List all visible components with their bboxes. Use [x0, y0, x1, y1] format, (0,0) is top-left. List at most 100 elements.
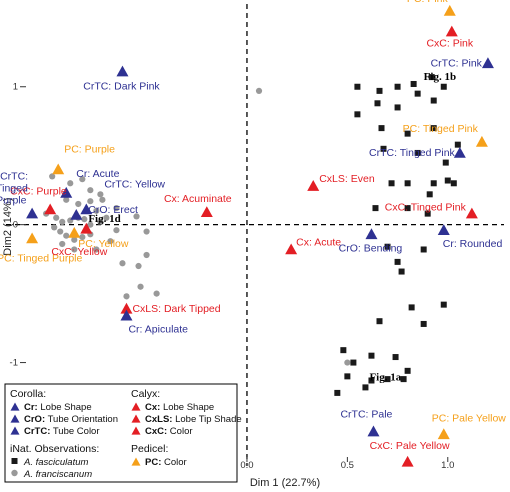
- obs-point-a-fasciculatum: [420, 246, 427, 253]
- trait-marker-cxc-purple: [44, 203, 57, 215]
- obs-point-a-fasciculatum: [400, 376, 407, 383]
- obs-point-a-franciscanum: [255, 87, 263, 94]
- obs-point-a-fasciculatum: [424, 210, 431, 217]
- trait-label-cr-apiculate: Cr: Apiculate: [128, 324, 188, 336]
- x-tick-label-3: 0.5: [341, 460, 354, 471]
- trait-marker-cr-rounded: [437, 224, 450, 235]
- obs-point-a-fasciculatum: [392, 354, 399, 361]
- obs-point-a-franciscanum: [87, 198, 94, 205]
- trait-marker-cxls-even: [307, 180, 320, 191]
- legend-desc: Lobe Tip Shade: [172, 414, 241, 425]
- trait-label-cr-acute: Cr: Acute: [76, 168, 119, 180]
- obs-point-a-franciscanum: [57, 228, 64, 235]
- trait-label-cxls-dark-tipped: CxLS: Dark Tipped: [132, 303, 220, 315]
- trait-label-pc-yellow: PC: Yellow: [78, 238, 129, 250]
- obs-point-a-franciscanum: [81, 216, 88, 223]
- legend-desc: Color: [167, 426, 192, 437]
- legend-observations-title: iNat. Observations:: [10, 443, 99, 455]
- obs-point-a-franciscanum: [75, 200, 82, 208]
- legend-triangle: [131, 426, 141, 435]
- obs-point-a-fasciculatum: [430, 97, 437, 104]
- obs-point-a-franciscanum: [63, 232, 70, 239]
- legend-abbr: CrO:: [24, 414, 45, 425]
- obs-point-a-fasciculatum: [334, 389, 341, 396]
- obs-point-a-fasciculatum: [354, 111, 361, 118]
- trait-marker-cro-erect: [70, 209, 83, 220]
- legend-desc: Tube Orientation: [45, 414, 118, 425]
- trait-points: PC: Pink CxC: Pink CrTC: Pink CrTC: Dark Pi…: [0, 0, 506, 467]
- legend-triangle: [131, 457, 141, 466]
- obs-point-a-fasciculatum: [350, 359, 357, 366]
- obs-point-a-fasciculatum: [404, 180, 411, 187]
- obs-point-a-fasciculatum: [414, 149, 421, 156]
- obs-point-a-fasciculatum: [426, 191, 433, 198]
- legend-item-cro-tube-orientation: CrO: Tube Orientation: [24, 414, 118, 425]
- trait-marker-cxc-tinged-pink: [465, 207, 478, 219]
- trait-label-cxc-yellow: CxC: Yellow: [51, 246, 107, 258]
- obs-point-a-franciscanum: [97, 191, 104, 198]
- trait-marker-pc-tinged-pink: [475, 135, 488, 147]
- obs-point-a-fasciculatum: [394, 104, 401, 111]
- obs-point-a-fasciculatum: [354, 83, 361, 90]
- obs-point-a-fasciculatum: [398, 268, 405, 275]
- y-tick-label-2: 1: [13, 82, 18, 93]
- legend-desc: Lobe Shape: [38, 402, 92, 413]
- obs-point-a-franciscanum: [153, 290, 160, 297]
- obs-point-a-franciscanum: [113, 205, 120, 212]
- obs-point-a-fasciculatum: [340, 347, 347, 354]
- figure-callouts: Fig. 1b Fig. 1d Fig. 1a: [88, 71, 456, 384]
- obs-point-a-franciscanum: [51, 224, 58, 231]
- trait-label-pc-purple: PC: Purple: [64, 143, 115, 155]
- legend-triangle: [10, 426, 20, 435]
- trait-label-cxc-purple: CxC: Purple: [10, 185, 67, 197]
- obs-point-a-franciscanum: [143, 228, 150, 235]
- trait-marker-pc-yellow: [68, 226, 81, 238]
- obs-point-a-fasciculatum: [374, 100, 381, 107]
- obs-point-a-fasciculatum: [368, 377, 375, 384]
- trait-marker-cxc-pink: [445, 25, 458, 37]
- obs-point-a-fasciculatum: [442, 159, 449, 166]
- trait-label-cr-rounded: Cr: Rounded: [443, 238, 503, 250]
- trait-marker-cxc-yellow: [80, 222, 93, 234]
- trait-marker-crtc-pale: [367, 425, 380, 437]
- trait-marker-pc-pink: [443, 4, 456, 16]
- trait-marker-crtc-yellow: [80, 203, 93, 215]
- trait-marker-crtc-tinged-pink: [453, 146, 466, 158]
- trait-marker-cx-acuminate: [200, 206, 213, 218]
- trait-label-crtc-tinged-pink: CrTC: Tinged Pink: [369, 147, 456, 159]
- trait-label-crtc-dark-pink: CrTC: Dark Pink: [83, 81, 160, 93]
- legend-abbr: Cx:: [145, 402, 160, 413]
- obs-point-a-fasciculatum: [394, 258, 401, 265]
- obs-point-a-franciscanum: [59, 218, 66, 225]
- obs-point-a-franciscanum: [71, 246, 78, 253]
- trait-label-cxls-even: CxLS: Even: [319, 173, 375, 185]
- legend-square: [11, 458, 18, 464]
- obs-point-a-fasciculatum: [430, 180, 437, 187]
- obs-point-a-fasciculatum: [362, 384, 369, 391]
- obs-point-a-franciscanum: [113, 227, 120, 234]
- legend-triangle: [131, 414, 141, 423]
- obs-point-a-franciscanum: [93, 246, 100, 253]
- obs-point-a-fasciculatum: [454, 141, 461, 148]
- obs-point-a-fasciculatum: [372, 205, 379, 212]
- trait-label-cx-acuminate: Cx: Acuminate: [164, 193, 232, 205]
- legend-triangle: [131, 402, 141, 411]
- trait-label-crtc-yellow: CrTC: Yellow: [104, 178, 165, 190]
- trait-label-crtc-pale: CrTC: Pale: [340, 409, 392, 421]
- trait-marker-pc-purple: [52, 163, 65, 175]
- obs-point-a-franciscanum: [99, 196, 106, 203]
- obs-point-a-franciscanum: [133, 213, 140, 220]
- legend-item-a-franciscanum: A. franciscanum: [23, 469, 92, 480]
- obs-point-a-fasciculatum: [376, 318, 383, 325]
- legend-abbr: CxLS:: [145, 414, 172, 425]
- obs-point-a-fasciculatum: [378, 125, 385, 132]
- trait-label-cro-bending: CrO: Bending: [339, 242, 403, 254]
- trait-label-cxc-pale-yellow: CxC: Pale Yellow: [370, 440, 450, 452]
- trait-label-crtc-pink: CrTC: Pink: [431, 57, 483, 69]
- legend-item-cr-lobe-shape: Cr: Lobe Shape: [24, 402, 92, 413]
- callout-fig-1d: Fig. 1d: [88, 213, 120, 225]
- obs-point-a-fasciculatum: [376, 87, 383, 94]
- trait-label-cxc-tinged-pink: CxC: Tinged Pink: [385, 202, 467, 214]
- trait-label-pc-pale-yellow: PC: Pale Yellow: [432, 412, 507, 424]
- obs-point-a-fasciculatum: [444, 177, 451, 184]
